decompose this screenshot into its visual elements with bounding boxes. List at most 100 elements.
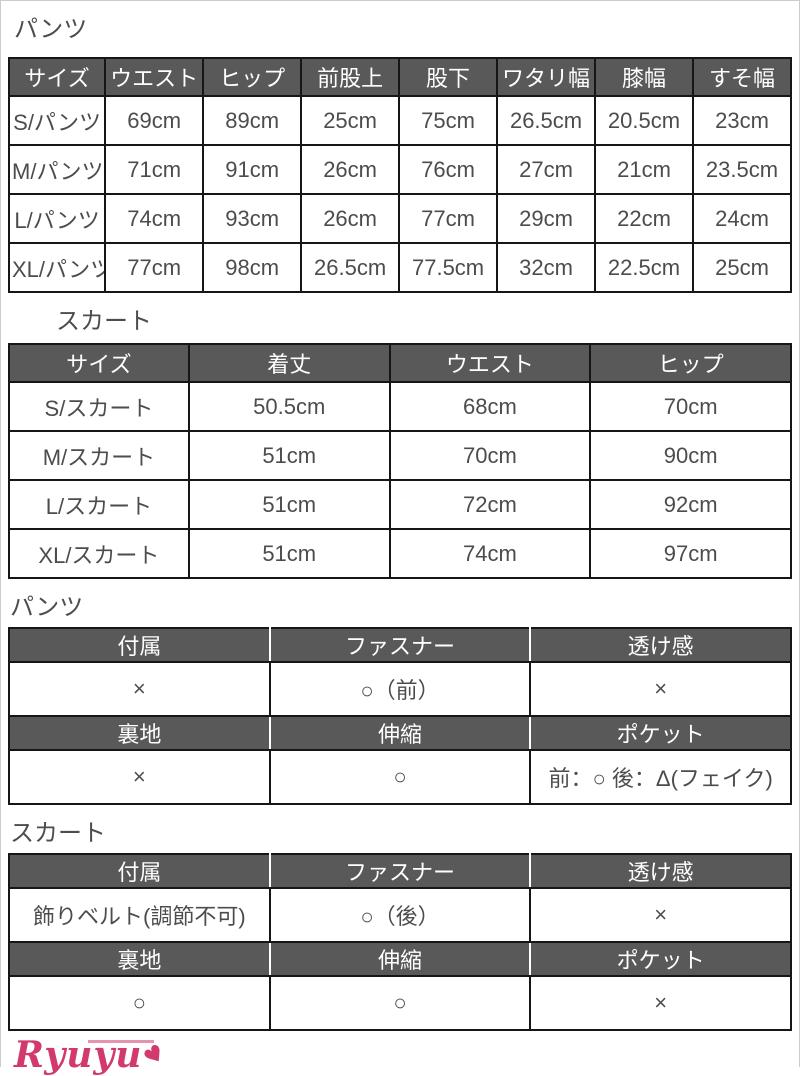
size-cell: 21cm xyxy=(594,144,694,195)
size-cell: 23.5cm xyxy=(691,144,793,195)
detail-value-cell: × xyxy=(529,975,792,1031)
size-row: S/パンツ 69cm 89cm 25cm 75cm 26.5cm 20.5cm 23cm xyxy=(7,95,793,146)
size-cell: 26.5cm xyxy=(300,242,401,293)
detail-value-row: × ○（前） × xyxy=(8,661,792,717)
size-cell: 26.5cm xyxy=(496,95,597,146)
detail-header-cell: 付属 xyxy=(8,853,271,889)
detail-value-cell: ○ xyxy=(8,975,271,1031)
size-cell: 72cm xyxy=(388,479,592,530)
skirt-size-section-label: スカート xyxy=(56,308,152,335)
detail-header-cell: 付属 xyxy=(8,627,271,663)
detail-header-cell: ファスナー xyxy=(268,853,532,889)
size-cell: 22.5cm xyxy=(594,242,694,293)
detail-header-row: 裏地 伸縮 ポケット xyxy=(8,941,792,977)
column-header: ウエスト xyxy=(104,57,205,97)
detail-value-cell: × xyxy=(8,749,271,805)
size-cell: 29cm xyxy=(496,193,597,244)
detail-value-cell: ○ xyxy=(268,749,532,805)
size-cell: 26cm xyxy=(300,144,401,195)
detail-header-row: 裏地 伸縮 ポケット xyxy=(8,715,792,751)
size-cell: 92cm xyxy=(589,479,792,530)
column-header: ヒップ xyxy=(589,343,792,383)
detail-value-cell: × xyxy=(529,887,792,943)
column-header: ワタリ幅 xyxy=(496,57,597,97)
pants-size-section-label: パンツ xyxy=(14,16,88,43)
size-cell: 51cm xyxy=(187,528,391,579)
detail-header-cell: 伸縮 xyxy=(268,715,532,751)
column-header: 前股上 xyxy=(300,57,401,97)
header-row: サイズ 着丈 ウエスト ヒップ xyxy=(8,343,792,383)
detail-header-row: 付属 ファスナー 透け感 xyxy=(8,627,792,663)
size-cell: 51cm xyxy=(187,430,391,481)
size-cell: S/パンツ xyxy=(7,95,107,146)
size-cell: 69cm xyxy=(104,95,205,146)
detail-value-row: ○ ○ × xyxy=(8,975,792,1031)
column-header: 股下 xyxy=(398,57,499,97)
size-row: XL/スカート 51cm 74cm 97cm xyxy=(8,528,792,579)
column-header: ウエスト xyxy=(388,343,592,383)
size-cell: 70cm xyxy=(589,381,792,432)
pants-detail-table: 付属 ファスナー 透け感 × ○（前） × 裏地 伸縮 ポケット × ○ 前：○ 後：Δ(フェイク) xyxy=(8,627,792,805)
detail-value-cell: × xyxy=(529,661,792,717)
size-cell: L/パンツ xyxy=(7,193,107,244)
pants-size-table: サイズ ウエスト ヒップ 前股上 股下 ワタリ幅 膝幅 すそ幅 S/パンツ 69cm 89cm 25c… xyxy=(7,57,793,293)
brand-logo: Ryuyu♥ xyxy=(14,1035,792,1075)
size-cell: 23cm xyxy=(691,95,793,146)
size-cell: 90cm xyxy=(589,430,792,481)
size-cell: 24cm xyxy=(691,193,793,244)
size-cell: 93cm xyxy=(202,193,303,244)
detail-value-row: 飾りベルト(調節不可) ○（後） × xyxy=(8,887,792,943)
size-cell: 75cm xyxy=(398,95,499,146)
logo-tagline-mark xyxy=(88,1040,154,1043)
column-header: すそ幅 xyxy=(691,57,793,97)
size-cell: 22cm xyxy=(594,193,694,244)
size-row: XL/パンツ 77cm 98cm 26.5cm 77.5cm 32cm 22.5cm 25cm xyxy=(7,242,793,293)
detail-value-cell: × xyxy=(8,661,271,717)
size-cell: 89cm xyxy=(202,95,303,146)
size-cell: 71cm xyxy=(104,144,205,195)
size-cell: 32cm xyxy=(496,242,597,293)
detail-value-cell: ○（後） xyxy=(268,887,532,943)
header-row: サイズ ウエスト ヒップ 前股上 股下 ワタリ幅 膝幅 すそ幅 xyxy=(7,57,793,97)
size-cell: 77cm xyxy=(398,193,499,244)
size-cell: 98cm xyxy=(202,242,303,293)
detail-header-cell: 透け感 xyxy=(529,853,792,889)
size-row: M/パンツ 71cm 91cm 26cm 76cm 27cm 21cm 23.5cm xyxy=(7,144,793,195)
size-cell: 97cm xyxy=(589,528,792,579)
size-cell: XL/パンツ xyxy=(7,242,107,293)
detail-value-cell: ○ xyxy=(268,975,532,1031)
size-cell: 50.5cm xyxy=(187,381,391,432)
size-row: M/スカート 51cm 70cm 90cm xyxy=(8,430,792,481)
skirt-detail-section-label: スカート xyxy=(10,820,106,847)
detail-header-cell: 裏地 xyxy=(8,941,271,977)
detail-value-cell: 前：○ 後：Δ(フェイク) xyxy=(529,749,792,805)
pants-detail-section-label: パンツ xyxy=(10,594,84,621)
size-cell: 25cm xyxy=(300,95,401,146)
detail-header-cell: 伸縮 xyxy=(268,941,532,977)
detail-header-row: 付属 ファスナー 透け感 xyxy=(8,853,792,889)
size-cell: 27cm xyxy=(496,144,597,195)
skirt-detail-table: 付属 ファスナー 透け感 飾りベルト(調節不可) ○（後） × 裏地 伸縮 ポケット ○ ○ × xyxy=(8,853,792,1031)
size-cell: 26cm xyxy=(300,193,401,244)
column-header: 膝幅 xyxy=(594,57,694,97)
size-cell: M/スカート xyxy=(8,430,190,481)
size-cell: 70cm xyxy=(388,430,592,481)
detail-header-cell: ポケット xyxy=(529,715,792,751)
size-cell: 20.5cm xyxy=(594,95,694,146)
size-cell: 68cm xyxy=(388,381,592,432)
detail-header-cell: ポケット xyxy=(529,941,792,977)
size-row: L/スカート 51cm 72cm 92cm xyxy=(8,479,792,530)
detail-header-cell: ファスナー xyxy=(268,627,532,663)
detail-value-row: × ○ 前：○ 後：Δ(フェイク) xyxy=(8,749,792,805)
column-header: 着丈 xyxy=(187,343,391,383)
size-cell: 74cm xyxy=(104,193,205,244)
size-cell: 77cm xyxy=(104,242,205,293)
size-cell: 25cm xyxy=(691,242,793,293)
detail-header-cell: 透け感 xyxy=(529,627,792,663)
column-header: サイズ xyxy=(7,57,107,97)
size-row: L/パンツ 74cm 93cm 26cm 77cm 29cm 22cm 24cm xyxy=(7,193,793,244)
size-cell: 74cm xyxy=(388,528,592,579)
detail-value-cell: ○（前） xyxy=(268,661,532,717)
size-cell: 51cm xyxy=(187,479,391,530)
